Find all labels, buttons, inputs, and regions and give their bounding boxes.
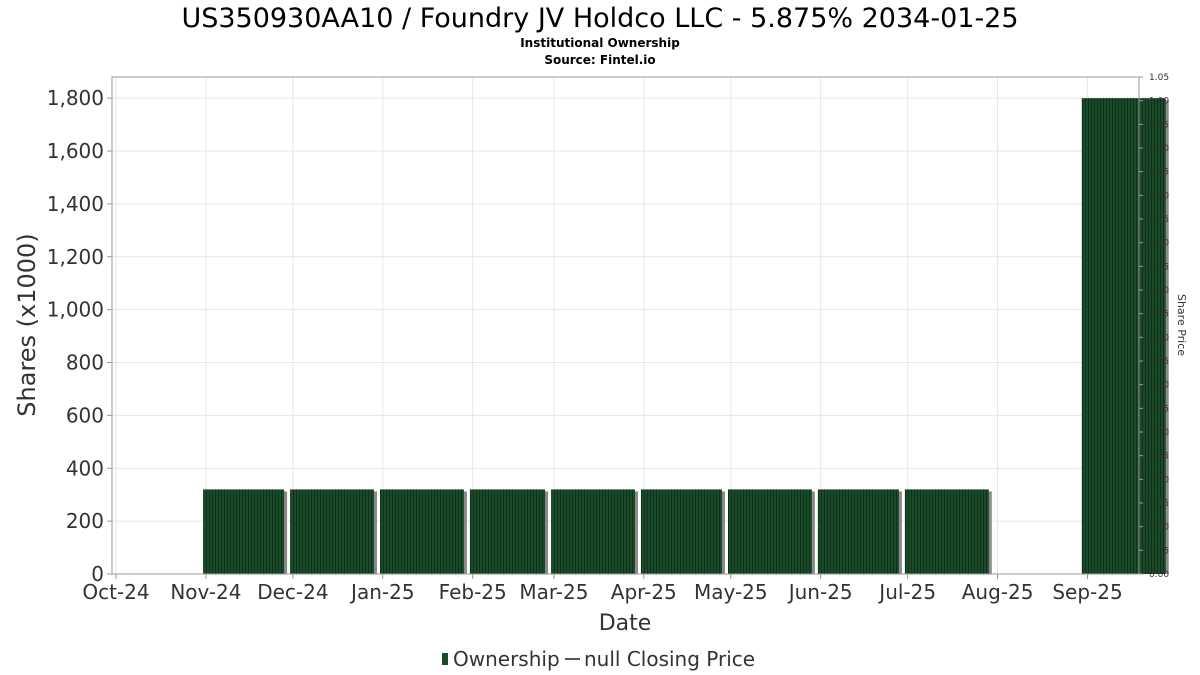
- y2-tick-label: 1.05: [1149, 73, 1169, 83]
- y-tick-label: 1,200: [47, 245, 104, 269]
- y2-tick-label: 0.70: [1149, 239, 1169, 249]
- ownership-bar: [641, 489, 722, 574]
- chart-subtitle: Institutional Ownership: [520, 36, 680, 50]
- y2-tick-label: 0.15: [1149, 499, 1169, 509]
- ownership-bar: [203, 489, 285, 574]
- x-tick-label: Aug-25: [962, 580, 1034, 604]
- ownership-bar: [904, 489, 989, 574]
- legend: Ownership null Closing Price: [442, 647, 755, 671]
- x-tick-label: Jun-25: [787, 580, 853, 604]
- y-tick-label: 1,600: [47, 139, 104, 163]
- y2-tick-label: 0.00: [1149, 570, 1169, 580]
- x-tick-label: Dec-24: [257, 580, 328, 604]
- y-tick-label: 1,400: [47, 192, 104, 216]
- y2-tick-label: 0.10: [1149, 523, 1169, 533]
- y2-axis-label: Share Price: [1175, 294, 1188, 356]
- ownership-bar: [290, 489, 374, 574]
- y-tick-label: 600: [66, 403, 104, 427]
- y-tick-label: 400: [66, 456, 104, 480]
- x-axis-ticks: Oct-24 Nov-24 Dec-24 Jan-25 Feb-25 Mar-25 Apr-…: [82, 574, 1123, 604]
- ownership-bar: [1081, 98, 1166, 575]
- ownership-bar: [817, 489, 899, 574]
- y-tick-label: 1,800: [47, 86, 104, 110]
- y2-tick-label: 0.95: [1149, 120, 1169, 130]
- y2-tick-label: 0.25: [1149, 452, 1169, 462]
- y2-tick-label: 0.90: [1149, 144, 1169, 154]
- x-axis-label: Date: [599, 611, 652, 636]
- y2-tick-label: 1.00: [1149, 97, 1169, 107]
- legend-price-label: null Closing Price: [584, 647, 755, 671]
- x-tick-label: Oct-24: [82, 580, 149, 604]
- ownership-bars: [203, 98, 1169, 575]
- y2-tick-label: 0.75: [1149, 215, 1169, 225]
- ownership-bar: [469, 489, 546, 574]
- ownership-bar: [380, 489, 464, 574]
- y-tick-label: 200: [66, 509, 104, 533]
- y-axis-label: Shares (x1000): [13, 233, 41, 416]
- chart-title: US350930AA10 / Foundry JV Holdco LLC - 5…: [181, 3, 1018, 34]
- y2-tick-label: 0.30: [1149, 428, 1169, 438]
- legend-ownership-label: Ownership: [453, 647, 560, 671]
- y2-tick-label: 0.65: [1149, 262, 1169, 272]
- x-tick-label: Jul-25: [877, 580, 936, 604]
- y2-tick-label: 0.80: [1149, 191, 1169, 201]
- y-axis-ticks: 0 200 400 600 800 1,000 1,200 1,400 1,600 1,800: [47, 86, 112, 586]
- y-tick-label: 1,000: [47, 298, 104, 322]
- y2-tick-label: 0.40: [1149, 381, 1169, 391]
- x-tick-label: Apr-25: [611, 580, 677, 604]
- y2-tick-label: 0.60: [1149, 286, 1169, 296]
- y2-axis-ticks: 0.00 0.05 0.10 0.15 0.20 0.25 0.30 0.35 0.40 0.45…: [1139, 73, 1169, 580]
- ownership-bar: [728, 489, 812, 574]
- y2-tick-label: 0.50: [1149, 333, 1169, 343]
- x-tick-label: Mar-25: [519, 580, 588, 604]
- y2-tick-label: 0.05: [1149, 546, 1169, 556]
- y-tick-label: 800: [66, 351, 104, 375]
- x-tick-label: Jan-25: [349, 580, 415, 604]
- chart-source: Source: Fintel.io: [544, 53, 655, 67]
- plot-area-border: [111, 76, 1140, 575]
- y2-tick-label: 0.85: [1149, 168, 1169, 178]
- x-tick-label: Sep-25: [1052, 580, 1122, 604]
- legend-ownership-swatch: [442, 653, 448, 665]
- x-tick-label: May-25: [694, 580, 768, 604]
- ownership-bar: [551, 489, 635, 574]
- y2-tick-label: 0.35: [1149, 404, 1169, 414]
- y-tick-label: 0: [91, 562, 104, 586]
- x-tick-label: Feb-25: [439, 580, 507, 604]
- y2-tick-label: 0.20: [1149, 475, 1169, 485]
- y2-tick-label: 0.55: [1149, 310, 1169, 320]
- y2-tick-label: 0.45: [1149, 357, 1169, 367]
- x-tick-label: Nov-24: [170, 580, 241, 604]
